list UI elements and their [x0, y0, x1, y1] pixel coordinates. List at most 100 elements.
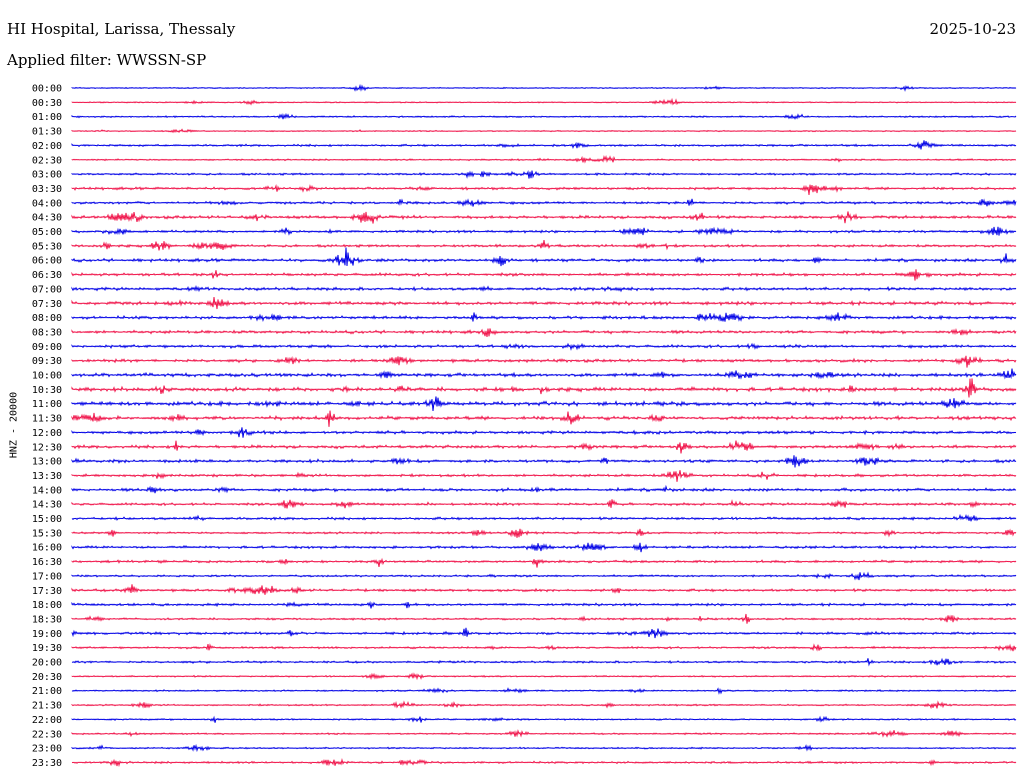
seismic-trace — [71, 513, 1017, 522]
seismic-trace — [71, 715, 1017, 723]
time-tick-label: 10:00 — [32, 371, 62, 382]
seismic-trace — [71, 342, 1017, 351]
time-tick-label: 11:00 — [32, 399, 62, 410]
time-tick-label: 03:00 — [32, 170, 62, 181]
seismic-trace — [71, 672, 1017, 681]
time-tick-label: 14:00 — [32, 485, 62, 496]
time-tick-label: 01:30 — [32, 127, 62, 138]
time-tick-label: 08:30 — [32, 327, 62, 338]
time-tick-label: 01:00 — [32, 112, 62, 123]
time-tick-label: 12:30 — [32, 442, 62, 453]
seismic-trace — [71, 657, 1017, 667]
seismic-trace — [71, 169, 1017, 179]
seismic-trace — [71, 368, 1017, 380]
seismic-trace — [71, 758, 1017, 768]
time-tick-label: 02:00 — [32, 141, 62, 152]
seismic-trace — [71, 355, 1017, 368]
time-tick-label: 18:30 — [32, 614, 62, 625]
time-tick-label: 06:00 — [32, 256, 62, 267]
seismic-trace — [71, 211, 1017, 224]
seismic-trace — [71, 378, 1017, 398]
time-tick-label: 21:00 — [32, 686, 62, 697]
seismic-trace — [71, 327, 1017, 337]
seismic-trace — [71, 198, 1017, 207]
seismic-trace — [71, 729, 1017, 738]
time-tick-label: 22:00 — [32, 715, 62, 726]
seismic-trace — [71, 470, 1017, 482]
seismic-trace — [71, 97, 1017, 106]
seismic-trace — [71, 687, 1017, 695]
seismic-trace — [71, 396, 1017, 412]
time-tick-label: 05:00 — [32, 227, 62, 238]
time-tick-label: 02:30 — [32, 155, 62, 166]
time-tick-label: 15:30 — [32, 528, 62, 539]
time-tick-label: 04:30 — [32, 213, 62, 224]
seismic-trace — [71, 269, 1017, 281]
seismic-trace — [71, 743, 1017, 753]
time-tick-label: 12:00 — [32, 428, 62, 439]
seismic-trace — [71, 284, 1017, 293]
time-tick-label: 07:00 — [32, 284, 62, 295]
time-tick-label: 00:30 — [32, 98, 62, 109]
time-tick-label: 19:30 — [32, 643, 62, 654]
time-tick-label: 19:00 — [32, 629, 62, 640]
seismic-trace — [71, 499, 1017, 509]
seismic-trace — [71, 643, 1017, 652]
seismic-trace — [71, 613, 1017, 624]
seismic-trace — [71, 542, 1017, 553]
time-tick-label: 20:00 — [32, 658, 62, 669]
time-tick-label: 11:30 — [32, 414, 62, 425]
seismic-trace — [71, 240, 1017, 251]
seismic-trace — [71, 226, 1017, 236]
seismic-trace — [71, 140, 1017, 150]
station-title: HI Hospital, Larissa, Thessaly — [7, 20, 236, 38]
seismic-trace — [71, 700, 1017, 710]
time-tick-label: 22:30 — [32, 729, 62, 740]
seismic-trace — [71, 584, 1017, 595]
time-tick-label: 10:30 — [32, 385, 62, 396]
seismic-trace — [71, 312, 1017, 323]
time-tick-label: 20:30 — [32, 672, 62, 683]
time-tick-label: 23:30 — [32, 758, 62, 769]
time-tick-label: 09:30 — [32, 356, 62, 367]
time-tick-label: 03:30 — [32, 184, 62, 195]
time-tick-label: 21:30 — [32, 701, 62, 712]
seismic-trace — [71, 427, 1017, 438]
time-tick-label: 13:30 — [32, 471, 62, 482]
seismic-trace — [71, 600, 1017, 609]
time-tick-label: 08:00 — [32, 313, 62, 324]
seismic-trace — [71, 154, 1017, 164]
time-tick-label: 23:00 — [32, 744, 62, 755]
seismic-trace — [71, 112, 1017, 120]
time-tick-label: 17:30 — [32, 586, 62, 597]
time-tick-label: 06:30 — [32, 270, 62, 281]
time-tick-label: 17:00 — [32, 571, 62, 582]
time-tick-label: 15:00 — [32, 514, 62, 525]
time-tick-label: 07:30 — [32, 299, 62, 310]
time-tick-label: 04:00 — [32, 198, 62, 209]
filter-label: Applied filter: WWSSN-SP — [7, 51, 207, 69]
seismic-trace — [71, 528, 1017, 538]
time-tick-label: 14:30 — [32, 500, 62, 511]
seismic-trace — [71, 297, 1017, 310]
seismic-trace — [71, 410, 1017, 427]
seismic-trace — [71, 571, 1017, 581]
seismic-trace — [71, 83, 1017, 92]
time-tick-label: 18:00 — [32, 600, 62, 611]
time-tick-label: 16:30 — [32, 557, 62, 568]
time-tick-label: 00:00 — [32, 84, 62, 95]
seismic-trace — [71, 627, 1017, 639]
time-tick-label: 09:00 — [32, 342, 62, 353]
seismic-trace — [71, 184, 1017, 196]
seismic-trace — [71, 128, 1017, 134]
seismic-trace — [71, 247, 1017, 267]
seismic-trace — [71, 557, 1017, 568]
record-date: 2025-10-23 — [929, 20, 1016, 38]
seismic-trace — [71, 455, 1017, 468]
seismic-trace — [71, 440, 1017, 454]
time-tick-label: 05:30 — [32, 241, 62, 252]
seismic-trace — [71, 484, 1017, 494]
time-tick-label: 16:00 — [32, 543, 62, 554]
time-tick-label: 13:00 — [32, 457, 62, 468]
